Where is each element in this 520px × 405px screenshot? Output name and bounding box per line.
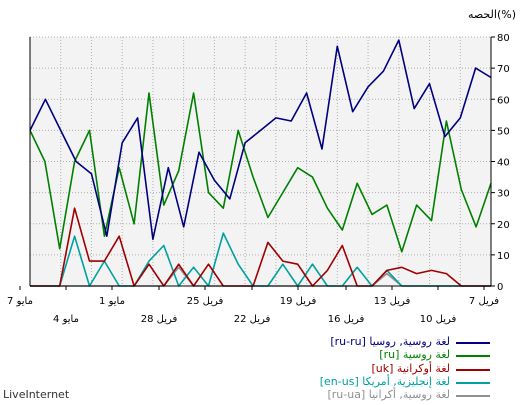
y-tick-label: 80 xyxy=(497,33,510,44)
legend-swatch xyxy=(456,368,490,371)
y-tick-label: 10 xyxy=(497,251,510,262)
legend: لغة روسية, روسيا [ru-ru] لغة روسية [ru] لغ… xyxy=(320,335,490,402)
x-tick-label: 16 فريل xyxy=(328,314,365,325)
y-axis-label: الحصه(%) xyxy=(468,8,516,21)
y-tick-label: 20 xyxy=(497,220,510,231)
y-tick-label: 60 xyxy=(497,95,510,106)
x-tick-label: 25 فريل xyxy=(187,296,224,307)
series-line-1 xyxy=(29,92,492,253)
legend-swatch xyxy=(456,355,490,358)
legend-swatch xyxy=(456,381,490,384)
legend-label: لغة روسية, روسيا [ru-ru] xyxy=(330,335,450,348)
series-line-2 xyxy=(30,207,491,287)
legend-entry: لغة إنجليزية, أمريكا [en-us] xyxy=(320,375,490,389)
y-tick-label: 40 xyxy=(497,158,510,169)
legend-swatch xyxy=(456,395,490,398)
x-tick-label: 1 مايو xyxy=(99,296,125,307)
x-tick-label: 4 مايو xyxy=(53,314,79,325)
y-tick-label: 30 xyxy=(497,189,510,200)
legend-label: لغة أوكرانية [uk] xyxy=(371,361,451,375)
x-tick-label: 13 فريل xyxy=(374,296,411,307)
legend-entry: لغة روسية, أكرانيا [ru-ua] xyxy=(327,388,490,402)
x-tick-label: 19 فريل xyxy=(280,296,317,307)
legend-label: لغة روسية, أكرانيا [ru-ua] xyxy=(327,388,450,402)
series-line-0 xyxy=(29,39,492,241)
x-tick-label: 7 مايو xyxy=(7,296,33,307)
legend-entry: لغة أوكرانية [uk] xyxy=(330,361,490,376)
y-tick-label: 50 xyxy=(497,126,510,137)
axes: 0 10 20 30 40 50 60 70 80 7 مايو 1 مايو 25 فريل 19 ف… xyxy=(7,33,510,325)
legend-label: لغة إنجليزية, أمريكا [en-us] xyxy=(319,374,450,388)
legend-entry: لغة روسية [ru] xyxy=(330,348,490,362)
y-tick-label: 70 xyxy=(497,64,510,75)
brand-label: LiveInternet xyxy=(3,388,70,401)
legend-entry: لغة روسية, روسيا [ru-ru] xyxy=(330,335,490,349)
x-tick-label: 10 فريل xyxy=(420,314,457,325)
x-tick-label: 28 فريل xyxy=(141,314,178,325)
y-tick-label: 0 xyxy=(497,282,503,293)
x-tick-label: 22 فريل xyxy=(234,314,271,325)
x-tick-label: 7 فريل xyxy=(469,296,499,307)
line-chart: 0 10 20 30 40 50 60 70 80 7 مايو 1 مايو 25 فريل 19 ف… xyxy=(7,8,516,325)
legend-swatch xyxy=(456,342,490,344)
legend-label: لغة روسية [ru] xyxy=(379,348,450,362)
